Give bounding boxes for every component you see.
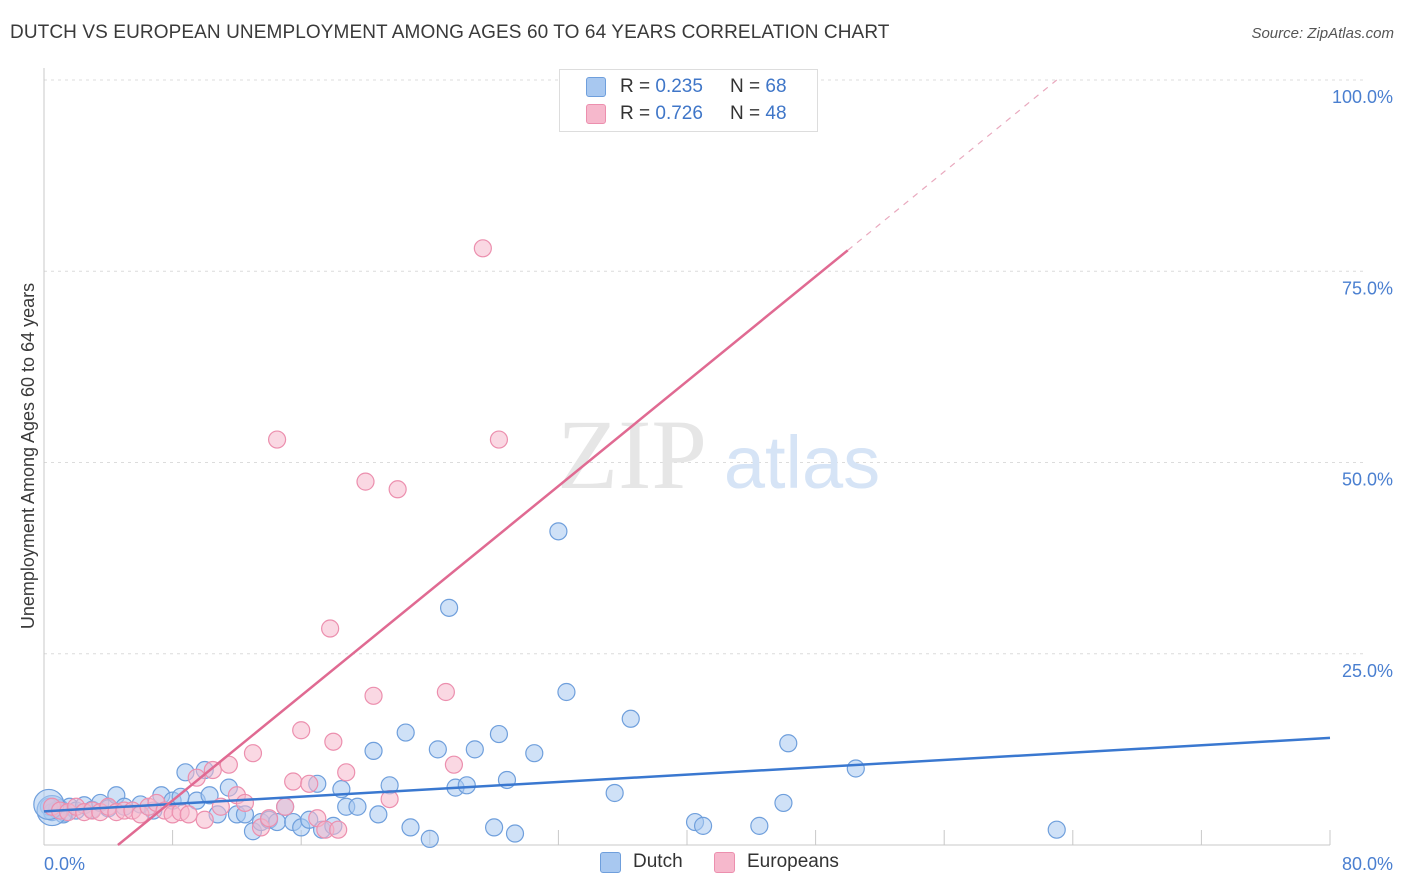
bottom-legend-label-europeans: Europeans — [747, 851, 839, 872]
point-dutch — [364, 741, 383, 761]
point-dutch — [557, 682, 576, 702]
legend-r-label: R = — [620, 103, 651, 124]
point-europeans — [300, 774, 319, 793]
bottom-legend-dutch: Dutch — [600, 851, 683, 873]
point-dutch — [605, 783, 624, 803]
point-europeans — [187, 768, 206, 787]
bottom-legend-swatch-europeans — [714, 851, 735, 873]
point-dutch — [401, 818, 420, 837]
point-europeans — [489, 430, 509, 449]
legend: R = 0.235 N = 68 R = 0.726 N = 48 — [559, 69, 818, 132]
point-europeans — [388, 480, 407, 499]
point-dutch — [465, 740, 484, 759]
chart-title: DUTCH VS EUROPEAN UNEMPLOYMENT AMONG AGE… — [10, 22, 890, 43]
point-dutch — [439, 598, 459, 617]
point-dutch — [489, 724, 509, 744]
point-dutch — [525, 744, 544, 763]
legend-r-value-europeans: 0.726 — [655, 103, 703, 124]
point-europeans — [259, 809, 279, 828]
point-dutch — [485, 818, 504, 837]
point-dutch — [457, 776, 476, 795]
trend-line-europeans-extension — [847, 79, 1058, 251]
legend-n-label: N = — [730, 76, 761, 97]
point-europeans — [337, 763, 356, 782]
point-europeans — [473, 239, 492, 258]
point-dutch — [846, 759, 865, 778]
point-dutch — [750, 816, 769, 835]
point-europeans — [444, 755, 464, 774]
bottom-legend-label-dutch: Dutch — [633, 851, 683, 872]
watermark: ZIP atlas — [557, 399, 880, 510]
x-tick-label-min: 0.0% — [44, 854, 85, 874]
y-tick-label: 50.0% — [1342, 470, 1393, 490]
point-dutch — [1047, 820, 1066, 839]
dutch-points — [33, 522, 1066, 848]
point-europeans — [329, 820, 348, 839]
legend-r-label: R = — [620, 76, 651, 97]
trend-lines — [43, 79, 1331, 846]
bottom-legend-europeans: Europeans — [714, 851, 839, 873]
watermark-atlas: atlas — [724, 421, 880, 504]
point-dutch — [428, 740, 447, 759]
point-europeans — [436, 682, 455, 702]
point-europeans — [195, 810, 214, 829]
point-europeans — [267, 430, 287, 449]
x-tick-label-max: 80.0% — [1342, 854, 1393, 874]
legend-n-value-dutch: 68 — [765, 76, 787, 97]
point-europeans — [364, 686, 383, 705]
legend-swatch-europeans — [586, 104, 606, 124]
source-label: Source: ZipAtlas.com — [1251, 25, 1394, 42]
trend-line-europeans — [117, 249, 849, 846]
legend-swatch-dutch — [586, 77, 606, 97]
tick-labels: 25.0% 50.0% 75.0% 100.0% 0.0% 80.0% — [44, 87, 1393, 874]
point-dutch — [200, 786, 219, 805]
y-tick-label: 75.0% — [1342, 278, 1393, 298]
point-dutch — [779, 734, 798, 753]
point-dutch — [693, 816, 713, 835]
point-europeans — [324, 732, 343, 751]
point-dutch — [396, 723, 415, 742]
point-europeans — [243, 744, 263, 763]
point-europeans — [276, 797, 295, 816]
point-dutch — [549, 522, 568, 541]
point-europeans — [179, 805, 198, 824]
legend-n-value-europeans: 48 — [765, 103, 787, 124]
y-axis-label: Unemployment Among Ages 60 to 64 years — [18, 283, 38, 629]
point-dutch — [420, 829, 439, 848]
legend-n-label: N = — [730, 103, 761, 124]
point-europeans — [356, 472, 375, 491]
point-europeans — [235, 793, 255, 813]
trend-line-dutch — [43, 736, 1331, 813]
point-europeans — [321, 619, 340, 638]
legend-r-value-dutch: 0.235 — [655, 76, 703, 97]
point-dutch — [774, 793, 793, 813]
point-dutch — [369, 805, 388, 824]
point-europeans — [292, 721, 311, 740]
point-dutch — [505, 824, 525, 843]
y-tick-label: 25.0% — [1342, 661, 1393, 681]
point-europeans — [284, 772, 303, 791]
point-dutch — [621, 709, 640, 728]
bottom-legend-swatch-dutch — [600, 851, 621, 873]
point-dutch — [348, 797, 367, 816]
y-tick-label: 100.0% — [1332, 87, 1393, 107]
watermark-zip: ZIP — [557, 399, 707, 510]
